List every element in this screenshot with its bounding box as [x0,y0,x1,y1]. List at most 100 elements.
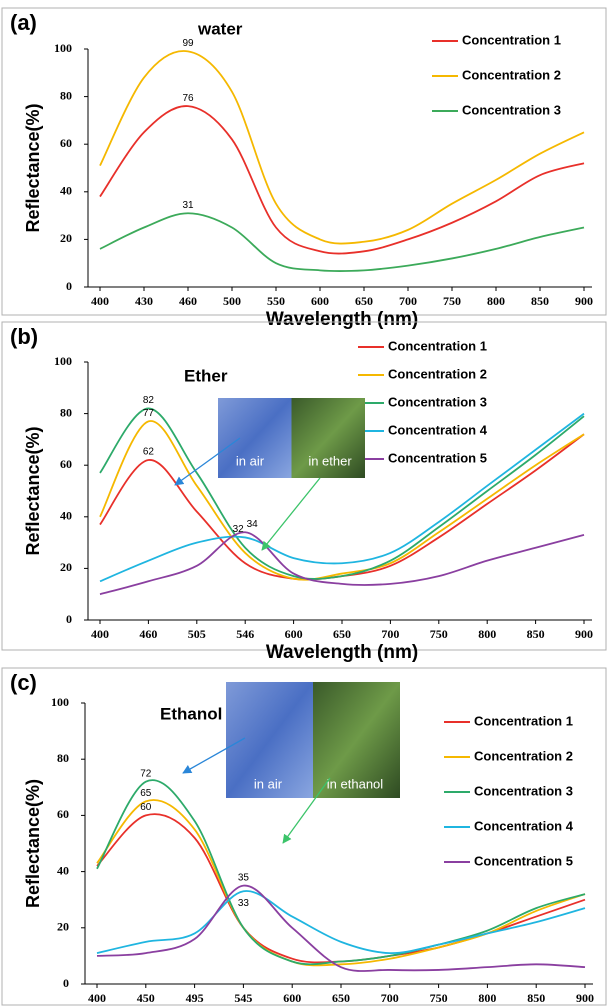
x-tick-label: 600 [283,991,301,1005]
panel-frame [2,322,606,650]
x-tick-label: 800 [478,991,496,1005]
x-tick-label: 750 [443,294,461,308]
legend-label: Concentration 2 [462,67,561,82]
y-tick-label: 20 [60,560,72,574]
panel-label: (a) [10,10,37,35]
legend-label: Concentration 5 [474,853,573,868]
x-tick-label: 495 [186,991,204,1005]
data-label: 35 [238,872,250,883]
y-tick-label: 40 [60,509,72,523]
y-tick-label: 40 [57,863,69,877]
y-tick-label: 60 [60,136,72,150]
x-tick-label: 600 [311,294,329,308]
x-tick-label: 800 [487,294,505,308]
x-tick-label: 546 [236,627,254,641]
x-tick-label: 700 [381,991,399,1005]
x-tick-label: 600 [285,627,303,641]
annotation: in ethanol [327,776,383,791]
y-tick-label: 20 [60,231,72,245]
x-tick-label: 430 [135,294,153,308]
data-label: 99 [182,38,194,49]
legend-label: Concentration 2 [388,366,487,381]
y-tick-label: 20 [57,920,69,934]
legend-label: Concentration 1 [462,32,561,47]
x-tick-label: 650 [332,991,350,1005]
x-tick-label: 750 [430,991,448,1005]
panel-label: (c) [10,670,37,695]
x-tick-label: 700 [399,294,417,308]
x-axis-label: Wavelength (nm) [266,642,418,663]
x-tick-label: 545 [234,991,252,1005]
x-tick-label: 850 [527,991,545,1005]
y-tick-label: 100 [51,695,69,709]
x-tick-label: 900 [576,991,594,1005]
y-tick-label: 60 [60,457,72,471]
x-tick-label: 900 [575,627,593,641]
x-tick-label: 700 [381,627,399,641]
chart-title: water [197,19,243,38]
y-tick-label: 60 [57,807,69,821]
annotation: in air [236,453,265,468]
data-label: 65 [140,788,152,799]
data-label: 72 [140,768,152,779]
legend-label: Concentration 4 [388,422,488,437]
data-label: 60 [140,802,152,813]
legend-label: Concentration 3 [474,783,573,798]
data-label: 77 [143,408,155,419]
legend-label: Concentration 3 [462,102,561,117]
legend-label: Concentration 3 [388,394,487,409]
x-tick-label: 450 [137,991,155,1005]
y-tick-label: 80 [60,405,72,419]
x-tick-label: 850 [531,294,549,308]
legend-label: Concentration 1 [388,338,487,353]
page: 0204060801004004304605005506006507007508… [0,0,608,1008]
y-tick-label: 100 [54,354,72,368]
legend-label: Concentration 1 [474,713,573,728]
y-axis-label: Reflectance(%) [23,426,43,555]
arrow [262,478,320,550]
x-tick-label: 400 [88,991,106,1005]
x-tick-label: 550 [267,294,285,308]
legend-label: Concentration 2 [474,748,573,763]
panel-label: (b) [10,324,38,349]
legend-label: Concentration 4 [474,818,574,833]
x-tick-label: 400 [91,627,109,641]
annotation: in ether [308,453,352,468]
y-axis-label: Reflectance(%) [23,103,43,232]
x-tick-label: 505 [188,627,206,641]
data-label: 33 [238,898,250,909]
y-tick-label: 0 [66,612,72,626]
x-tick-label: 400 [91,294,109,308]
data-label: 62 [143,447,155,458]
figure: 0204060801004004304605005506006507007508… [0,0,608,1008]
legend-label: Concentration 5 [388,450,487,465]
series-line [97,780,585,964]
data-label: 31 [182,200,194,211]
x-axis-label: Wavelength (nm) [266,309,418,330]
x-tick-label: 800 [478,627,496,641]
y-tick-label: 80 [60,88,72,102]
series-line [100,213,584,271]
x-tick-label: 460 [139,627,157,641]
x-tick-label: 850 [527,627,545,641]
series-line [100,106,584,254]
y-tick-label: 100 [54,41,72,55]
x-tick-label: 650 [333,627,351,641]
x-tick-label: 500 [223,294,241,308]
y-tick-label: 0 [63,976,69,990]
data-label: 32 [233,524,245,535]
x-tick-label: 650 [355,294,373,308]
x-tick-label: 900 [575,294,593,308]
data-label: 34 [247,519,259,530]
y-axis-label: Reflectance(%) [23,779,43,908]
annotation: in air [254,776,283,791]
y-tick-label: 0 [66,279,72,293]
y-tick-label: 80 [57,751,69,765]
x-tick-label: 460 [179,294,197,308]
data-label: 76 [182,93,194,104]
y-tick-label: 40 [60,184,72,198]
data-label: 82 [143,395,155,406]
chart-title: Ethanol [160,704,222,723]
chart-title: Ether [184,366,228,385]
x-tick-label: 750 [430,627,448,641]
